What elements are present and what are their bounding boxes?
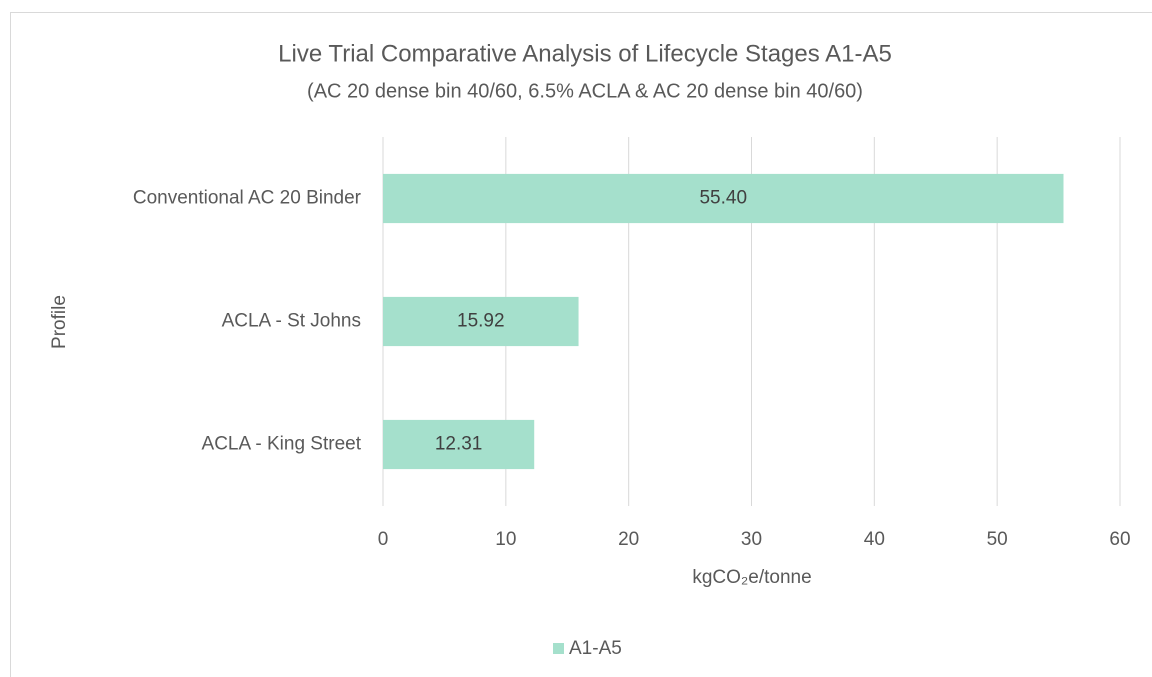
legend-label: A1-A5 xyxy=(569,638,622,659)
x-tick-label: 30 xyxy=(741,529,762,550)
data-label: 12.31 xyxy=(435,434,483,455)
chart-subtitle: (AC 20 dense bin 40/60, 6.5% ACLA & AC 2… xyxy=(307,80,863,102)
bar xyxy=(383,419,535,470)
x-tick-label: 10 xyxy=(495,529,516,550)
x-tick-label: 60 xyxy=(1109,529,1130,550)
x-tick-label: 0 xyxy=(378,529,389,550)
chart-title: Live Trial Comparative Analysis of Lifec… xyxy=(278,40,892,67)
x-tick-label: 50 xyxy=(987,529,1008,550)
bar xyxy=(383,296,579,347)
y-axis-label: Profile xyxy=(49,295,70,349)
bar xyxy=(383,173,1064,224)
y-tick-label: Conventional AC 20 Binder xyxy=(133,188,362,209)
data-label: 55.40 xyxy=(699,188,747,209)
legend-swatch xyxy=(553,643,564,654)
x-tick-label: 40 xyxy=(864,529,885,550)
data-label: 15.92 xyxy=(457,311,505,332)
y-tick-label: ACLA - King Street xyxy=(202,434,362,455)
x-axis-label: kgCO₂e/tonne xyxy=(692,567,811,588)
y-tick-label: ACLA - St Johns xyxy=(222,311,361,332)
x-tick-label: 20 xyxy=(618,529,639,550)
chart-border xyxy=(10,12,1152,677)
